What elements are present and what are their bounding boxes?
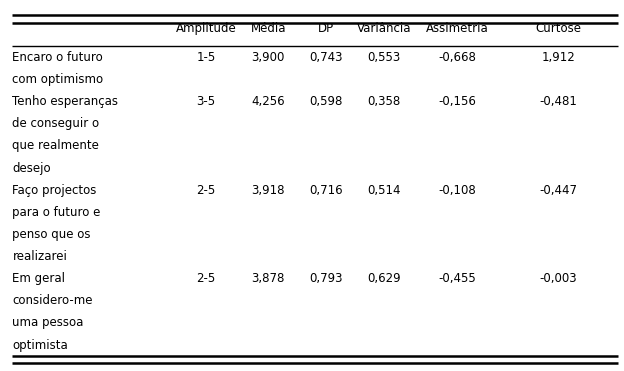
Text: 0,514: 0,514 [367, 184, 401, 197]
Text: -0,455: -0,455 [438, 272, 476, 285]
Text: Encaro o futuro: Encaro o futuro [12, 51, 103, 64]
Text: Em geral: Em geral [12, 272, 66, 285]
Text: 4,256: 4,256 [251, 95, 285, 108]
Text: penso que os: penso que os [12, 228, 91, 241]
Text: 2-5: 2-5 [197, 184, 215, 197]
Text: 3-5: 3-5 [197, 95, 215, 108]
Text: DP: DP [318, 22, 334, 35]
Text: Faço projectos: Faço projectos [12, 184, 97, 197]
Text: Tenho esperanças: Tenho esperanças [12, 95, 119, 108]
Text: optimista: optimista [12, 339, 68, 352]
Text: uma pessoa: uma pessoa [12, 316, 84, 329]
Text: Amplitude: Amplitude [175, 22, 236, 35]
Text: de conseguir o: de conseguir o [12, 117, 100, 130]
Text: 0,358: 0,358 [367, 95, 401, 108]
Text: que realmente: que realmente [12, 139, 99, 152]
Text: 2-5: 2-5 [197, 272, 215, 285]
Text: realizarei: realizarei [12, 250, 67, 263]
Text: 1,912: 1,912 [542, 51, 575, 64]
Text: -0,156: -0,156 [438, 95, 476, 108]
Text: 3,878: 3,878 [251, 272, 285, 285]
Text: considero-me: considero-me [12, 294, 93, 307]
Text: -0,481: -0,481 [540, 95, 577, 108]
Text: -0,108: -0,108 [438, 184, 476, 197]
Text: 0,716: 0,716 [310, 184, 343, 197]
Text: 0,743: 0,743 [310, 51, 343, 64]
Text: Assimetria: Assimetria [426, 22, 489, 35]
Text: 0,793: 0,793 [310, 272, 343, 285]
Text: desejo: desejo [12, 162, 51, 175]
Text: -0,447: -0,447 [540, 184, 577, 197]
Text: para o futuro e: para o futuro e [12, 206, 101, 219]
Text: Média: Média [251, 22, 286, 35]
Text: com optimismo: com optimismo [12, 73, 104, 86]
Text: 1-5: 1-5 [197, 51, 215, 64]
Text: 0,598: 0,598 [310, 95, 343, 108]
Text: 0,629: 0,629 [367, 272, 401, 285]
Text: -0,003: -0,003 [540, 272, 577, 285]
Text: -0,668: -0,668 [438, 51, 476, 64]
Text: 3,918: 3,918 [251, 184, 285, 197]
Text: Curtose: Curtose [535, 22, 582, 35]
Text: 3,900: 3,900 [251, 51, 285, 64]
Text: Variância: Variância [356, 22, 411, 35]
Text: 0,553: 0,553 [367, 51, 401, 64]
